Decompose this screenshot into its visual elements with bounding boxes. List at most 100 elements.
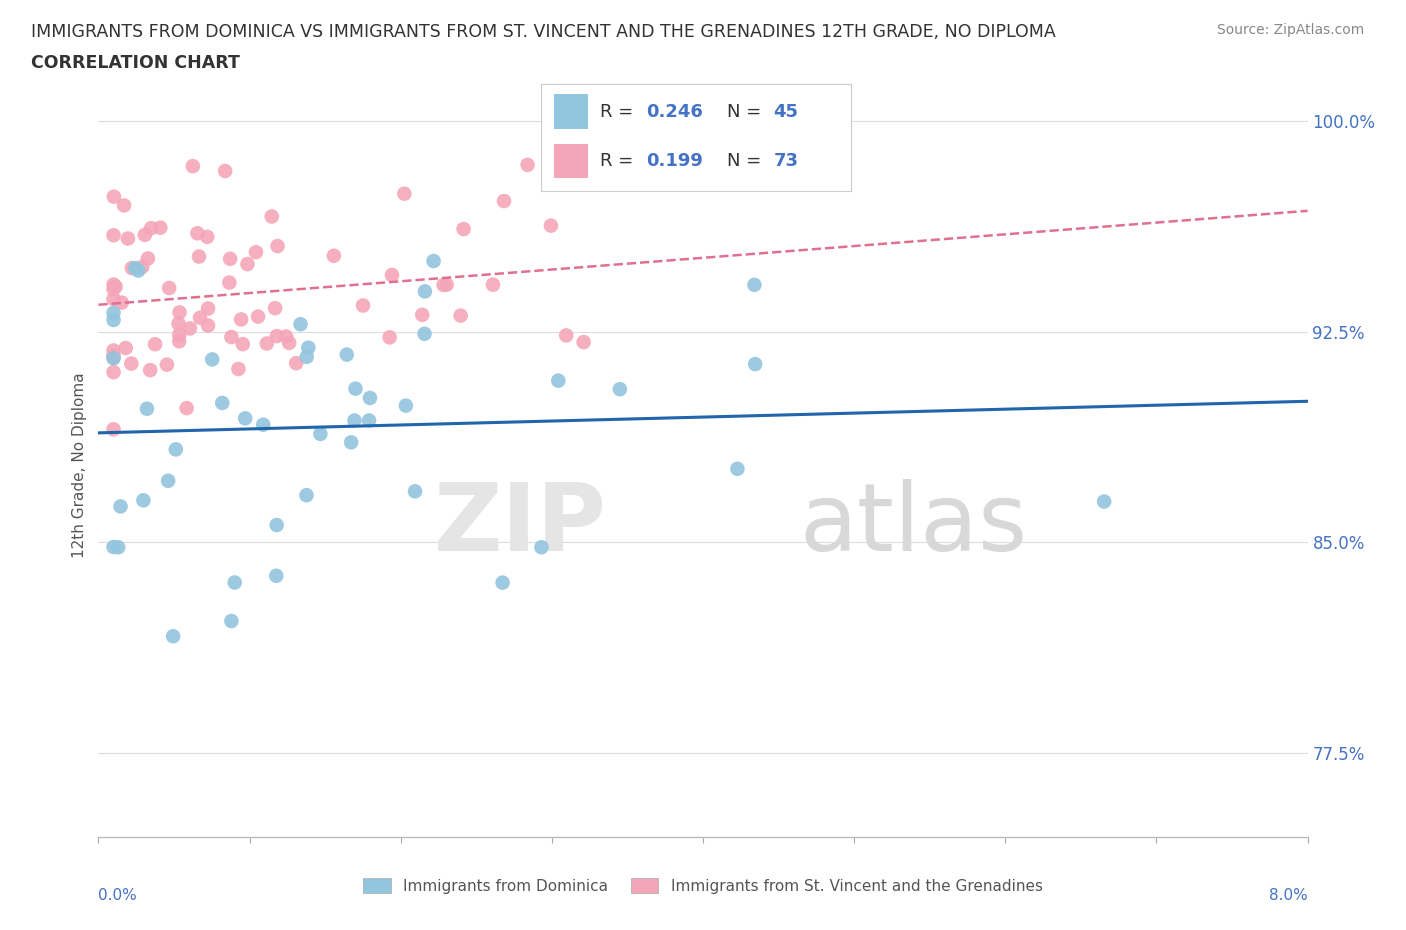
Point [260,209,283,224]
Point [104,279,127,294]
Point [433,277,456,292]
Point [103,343,125,358]
Text: 0.0%: 0.0% [98,887,138,902]
Point [394,186,416,201]
Point [103,365,125,379]
Point [110,499,132,514]
Point [186,226,208,241]
Point [422,254,444,269]
Point [540,219,562,233]
Point [245,245,267,259]
Point [103,282,125,297]
Point [1092,494,1115,509]
Point [413,326,436,341]
Point [167,316,190,331]
Point [181,159,204,174]
Point [103,277,125,292]
Point [411,308,433,323]
Point [352,298,374,312]
Point [143,337,166,352]
Point [482,277,505,292]
Point [219,251,242,266]
Text: R =: R = [600,102,640,121]
Point [252,418,274,432]
Point [256,336,278,351]
Point [285,356,308,371]
Legend: Immigrants from Dominica, Immigrants from St. Vincent and the Grenadines: Immigrants from Dominica, Immigrants fro… [357,872,1049,900]
Point [124,260,146,275]
Point [336,347,359,362]
Y-axis label: 12th Grade, No Diploma: 12th Grade, No Diploma [72,372,87,558]
Point [157,281,180,296]
Point [103,350,125,365]
Point [112,198,135,213]
Point [492,193,515,208]
Point [139,363,162,378]
Point [453,221,475,236]
Text: 8.0%: 8.0% [1268,887,1308,902]
Point [211,395,233,410]
Point [413,284,436,299]
Text: R =: R = [600,152,640,169]
Point [236,257,259,272]
Point [744,277,766,292]
Point [176,401,198,416]
Text: Source: ZipAtlas.com: Source: ZipAtlas.com [1216,23,1364,37]
Point [290,317,312,332]
Point [179,321,201,336]
Point [103,351,125,365]
Point [725,461,748,476]
Point [162,629,184,644]
Point [214,164,236,179]
Point [309,427,332,442]
Point [149,220,172,235]
Point [404,484,426,498]
Point [436,277,458,292]
Point [120,356,142,371]
Point [132,493,155,508]
Text: ZIP: ZIP [433,479,606,570]
Point [266,568,288,583]
Point [195,230,218,245]
Point [266,239,288,254]
Point [266,518,288,533]
Point [295,350,318,365]
Point [169,327,191,342]
Point [221,614,243,629]
Point [156,357,179,372]
Point [359,391,381,405]
Point [278,336,301,351]
Point [197,301,219,316]
Point [274,329,297,344]
Point [233,411,256,426]
Point [609,381,631,396]
Text: 0.246: 0.246 [647,102,703,121]
Point [201,352,224,366]
Point [136,251,159,266]
Point [127,263,149,278]
Point [228,362,250,377]
Text: atlas: atlas [800,479,1028,570]
Point [247,309,270,324]
Point [103,189,125,204]
Point [357,413,380,428]
Point [224,575,246,590]
Point [218,275,240,290]
Point [117,231,139,246]
Point [344,381,367,396]
Point [103,305,125,320]
Point [530,539,553,554]
Point [103,422,125,437]
Text: 0.199: 0.199 [647,152,703,169]
Point [297,340,319,355]
Point [547,373,569,388]
Point [134,228,156,243]
Text: 45: 45 [773,102,799,121]
Point [395,398,418,413]
Text: N =: N = [727,152,766,169]
Point [572,335,595,350]
Point [197,318,219,333]
Point [103,348,125,363]
Point [103,228,125,243]
Text: IMMIGRANTS FROM DOMINICA VS IMMIGRANTS FROM ST. VINCENT AND THE GRENADINES 12TH : IMMIGRANTS FROM DOMINICA VS IMMIGRANTS F… [31,23,1056,41]
